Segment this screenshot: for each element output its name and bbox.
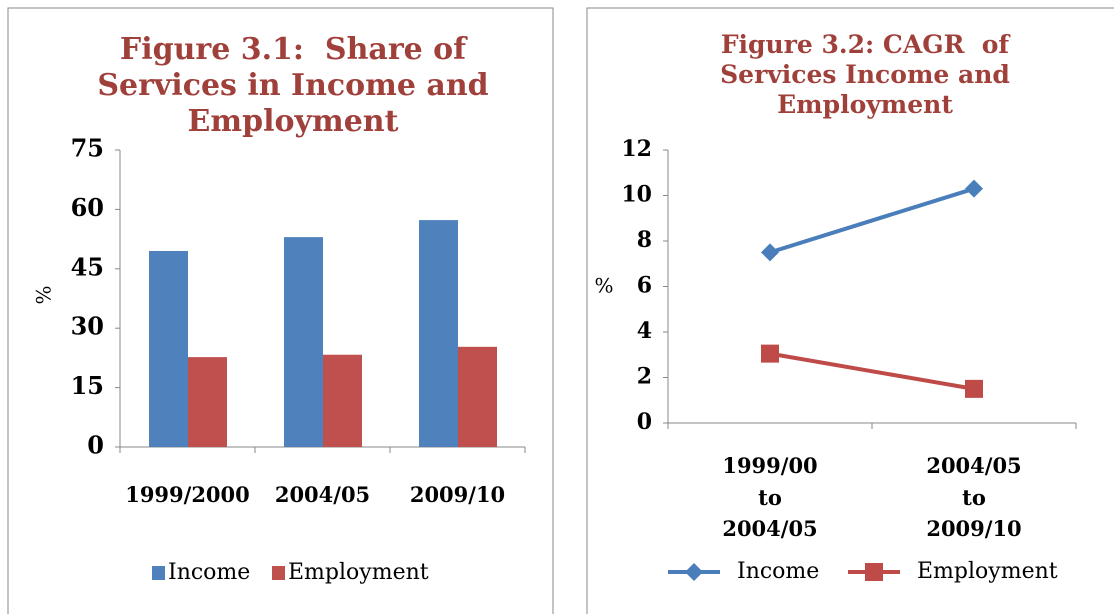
bar bbox=[284, 237, 323, 447]
legend-label: Income bbox=[737, 559, 819, 584]
chart-title: Figure 3.1: Share of Services in Income … bbox=[97, 32, 500, 139]
chart-title: Figure 3.2: CAGR of Services Income and … bbox=[720, 30, 1019, 119]
y-tick-label: 4 bbox=[637, 318, 652, 344]
marker bbox=[761, 344, 779, 363]
y-tick-label: 30 bbox=[71, 312, 104, 341]
y-tick-label: 75 bbox=[71, 134, 104, 163]
bar bbox=[419, 220, 458, 447]
x-tick-label: 1999/2000 bbox=[125, 482, 250, 507]
legend-label: Employment bbox=[917, 559, 1058, 584]
legend-label: Employment bbox=[288, 560, 429, 585]
series-line bbox=[769, 351, 975, 391]
x-tick-label: 1999/00 to 2004/05 bbox=[722, 453, 825, 541]
y-tick-label: 10 bbox=[621, 182, 652, 208]
series-line bbox=[769, 186, 975, 255]
y-tick-label: 6 bbox=[637, 273, 652, 299]
y-tick-label: 60 bbox=[71, 193, 104, 222]
legend-swatch bbox=[152, 566, 165, 580]
y-tick-label: 15 bbox=[71, 371, 104, 400]
marker bbox=[965, 179, 983, 198]
panel-frame bbox=[586, 7, 1114, 614]
legend-marker bbox=[865, 563, 883, 581]
y-tick-label: 0 bbox=[87, 431, 104, 460]
marker bbox=[965, 379, 983, 398]
y-tick-label: 8 bbox=[637, 227, 652, 253]
y-tick-label: 2 bbox=[637, 364, 652, 390]
legend-marker bbox=[685, 563, 703, 581]
x-tick-label: 2004/05 to 2009/10 bbox=[926, 453, 1029, 541]
legend-label: Income bbox=[168, 560, 250, 585]
bar bbox=[323, 354, 362, 447]
y-tick-label: 12 bbox=[621, 136, 652, 162]
bar bbox=[458, 346, 497, 447]
y-axis-label: % bbox=[594, 274, 613, 298]
legend-swatch bbox=[272, 566, 285, 580]
x-tick-label: 2004/05 bbox=[274, 482, 371, 507]
y-tick-label: 45 bbox=[71, 252, 104, 281]
y-axis-label: % bbox=[32, 285, 56, 304]
bar bbox=[188, 357, 227, 447]
marker bbox=[761, 243, 779, 262]
panel-frame bbox=[7, 7, 554, 614]
x-tick-label: 2009/10 bbox=[409, 482, 506, 507]
y-tick-label: 0 bbox=[637, 409, 652, 435]
bar bbox=[149, 250, 188, 447]
